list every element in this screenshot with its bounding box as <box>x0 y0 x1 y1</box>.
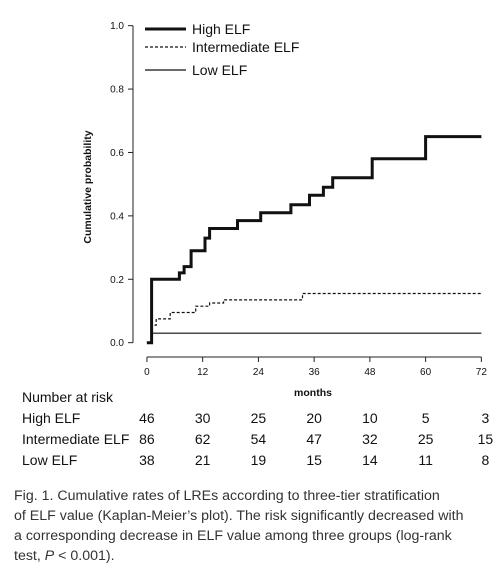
risk-cell: 54 <box>251 431 267 447</box>
risk-row-label: High ELF <box>22 410 80 426</box>
risk-cell: 86 <box>139 431 155 447</box>
y-tick-label: 0.8 <box>110 85 124 96</box>
risk-cell: 15 <box>306 452 322 468</box>
y-tick-label: 0.0 <box>110 338 124 349</box>
caption-p-symbol: P <box>44 548 55 564</box>
series-line-low-elf <box>146 332 482 344</box>
y-axis-title: Cumulative probability <box>82 130 94 243</box>
risk-row-label: Intermediate ELF <box>22 431 129 447</box>
risk-cell: 11 <box>418 452 433 468</box>
risk-cell: 3 <box>481 410 489 426</box>
risk-row-label: Low ELF <box>22 452 77 468</box>
x-tick-label: 0 <box>144 367 150 378</box>
risk-cell: 47 <box>306 431 322 447</box>
chart-legend: High ELF Intermediate ELF Low ELF <box>145 21 299 78</box>
risk-cell: 25 <box>418 431 434 447</box>
legend-label: Intermediate ELF <box>192 39 299 55</box>
y-tick-label: 1.0 <box>110 21 124 32</box>
figure-caption: Fig. 1. Cumulative rates of LREs accordi… <box>14 486 496 566</box>
risk-cell: 25 <box>251 410 267 426</box>
x-tick-label: 36 <box>309 367 321 378</box>
caption-line: test, P < 0.001). <box>14 546 496 566</box>
caption-line: Fig. 1. Cumulative rates of LREs accordi… <box>14 488 440 504</box>
series-line-intermediate-elf <box>146 292 482 344</box>
risk-cell: 15 <box>478 431 494 447</box>
x-tick-label: 12 <box>197 367 209 378</box>
series-line-high-elf <box>146 135 482 345</box>
risk-cell: 38 <box>139 452 155 468</box>
legend-label: High ELF <box>192 21 250 37</box>
caption-text: test, <box>14 548 45 564</box>
caption-text: < 0.001). <box>54 548 115 564</box>
risk-cell: 32 <box>362 431 378 447</box>
caption-line: of ELF value (Kaplan-Meier’s plot). The … <box>14 508 464 524</box>
risk-cell: 10 <box>362 410 378 426</box>
chart-series <box>146 135 482 345</box>
risk-cell: 30 <box>195 410 211 426</box>
risk-cell: 21 <box>195 452 211 468</box>
x-tick-label: 60 <box>420 367 432 378</box>
risk-cell: 8 <box>481 452 489 468</box>
risk-cell: 20 <box>306 410 322 426</box>
chart-axes: 0.0 0.2 0.4 0.6 0.8 1.0 0 12 24 36 48 60 72 <box>110 21 487 378</box>
x-axis-title: months <box>294 387 332 399</box>
x-tick-label: 24 <box>253 367 265 378</box>
risk-cell: 19 <box>251 452 267 468</box>
risk-table-title: Number at risk <box>22 389 114 405</box>
caption-line: a corresponding decrease in ELF value am… <box>14 528 452 544</box>
x-tick-label: 72 <box>476 367 488 378</box>
km-chart: 0.0 0.2 0.4 0.6 0.8 1.0 0 12 24 36 48 60 72 High ELF… <box>22 21 493 468</box>
risk-cell: 62 <box>195 431 211 447</box>
number-at-risk-table: Number at risk High ELF 46 30 25 20 10 5 3 Inter… <box>22 389 493 468</box>
risk-cell: 5 <box>422 410 430 426</box>
y-tick-label: 0.2 <box>110 275 124 286</box>
y-tick-label: 0.4 <box>110 211 124 222</box>
risk-cell: 14 <box>362 452 378 468</box>
y-tick-label: 0.6 <box>110 148 124 159</box>
legend-label: Low ELF <box>192 62 247 78</box>
x-tick-label: 48 <box>364 367 376 378</box>
risk-cell: 46 <box>139 410 155 426</box>
